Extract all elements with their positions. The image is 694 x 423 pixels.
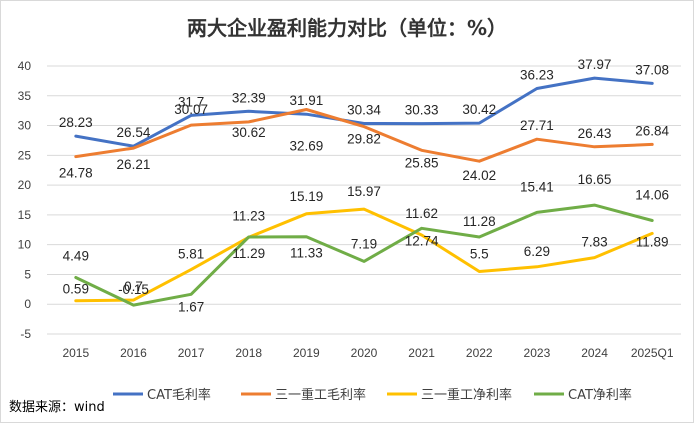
x-axis: 2015 2016 2017 2018 2019 2020 2021 2022 2023 2024… xyxy=(62,346,673,360)
y-tick-label: 25 xyxy=(18,148,32,162)
data-label: 26.21 xyxy=(117,157,151,172)
y-tick-label: 0 xyxy=(24,297,31,311)
data-label: 24.02 xyxy=(462,168,496,183)
data-label: 31.7 xyxy=(178,94,204,109)
y-axis: -5 0 5 10 15 20 25 30 35 40 xyxy=(18,59,32,341)
data-label: 32.39 xyxy=(232,90,266,105)
data-label: 0.7 xyxy=(124,279,143,294)
x-tick-label: 2015 xyxy=(62,346,89,360)
data-label: 37.97 xyxy=(578,57,612,72)
data-label: 11.23 xyxy=(232,208,265,223)
series-line xyxy=(74,207,654,303)
data-label: 6.29 xyxy=(524,244,550,259)
data-label: 28.23 xyxy=(59,115,93,130)
data-label: 30.07 xyxy=(174,102,208,117)
x-tick-label: 2016 xyxy=(120,346,147,360)
legend-label: 三一重工毛利率 xyxy=(275,387,366,403)
data-label: 11.62 xyxy=(405,206,438,221)
y-tick-label: 5 xyxy=(24,267,31,281)
data-label: -0.15 xyxy=(118,282,149,297)
gridlines xyxy=(47,65,681,335)
data-label: 36.23 xyxy=(520,67,554,82)
y-tick-label: -5 xyxy=(20,327,31,341)
x-tick-label: 2018 xyxy=(235,346,262,360)
legend-label: 三一重工净利率 xyxy=(421,387,512,403)
x-tick-label: 2025Q1 xyxy=(631,346,674,360)
data-label: 7.19 xyxy=(351,236,377,251)
data-label: 7.83 xyxy=(581,235,607,250)
y-tick-label: 15 xyxy=(18,208,32,222)
x-tick-label: 2024 xyxy=(581,346,608,360)
data-label: 15.41 xyxy=(520,179,554,194)
series-line xyxy=(74,203,654,307)
data-label: 37.08 xyxy=(635,62,669,77)
x-tick-label: 2023 xyxy=(524,346,551,360)
y-tick-label: 30 xyxy=(18,119,32,133)
series-line xyxy=(74,108,654,163)
data-label: 30.42 xyxy=(462,102,496,117)
chart-title: 两大企业盈利能力对比（单位：%） xyxy=(187,16,507,40)
data-label: 30.33 xyxy=(405,103,439,118)
data-label: 15.97 xyxy=(347,184,381,199)
data-label: 14.06 xyxy=(635,187,669,202)
y-tick-label: 10 xyxy=(18,238,32,252)
data-label: 1.67 xyxy=(178,299,204,314)
data-label: 11.33 xyxy=(290,246,323,261)
data-label: 24.78 xyxy=(59,166,93,181)
x-tick-label: 2021 xyxy=(408,346,435,360)
data-label: 29.82 xyxy=(347,132,381,147)
y-tick-label: 40 xyxy=(18,59,32,73)
data-label: 30.62 xyxy=(232,125,266,140)
data-label: 0.59 xyxy=(63,282,89,297)
data-label: 4.49 xyxy=(63,248,89,263)
data-label: 16.65 xyxy=(578,172,612,187)
data-label: 5.81 xyxy=(178,247,204,262)
series-line xyxy=(74,76,654,148)
data-label: 27.71 xyxy=(520,118,554,133)
data-label: 5.5 xyxy=(470,246,489,261)
legend-label: CAT净利率 xyxy=(568,387,632,403)
legend: CAT毛利率 三一重工毛利率 三一重工净利率 CAT净利率 xyxy=(113,387,632,403)
data-label: 11.28 xyxy=(463,214,496,229)
data-label: 26.84 xyxy=(635,123,669,138)
source-note: 数据来源：wind xyxy=(9,400,105,415)
data-label: 12.74 xyxy=(405,233,439,248)
x-tick-label: 2019 xyxy=(293,346,320,360)
data-label: 31.91 xyxy=(289,93,323,108)
legend-label: CAT毛利率 xyxy=(147,387,211,403)
data-label: 25.85 xyxy=(405,155,439,170)
y-tick-label: 35 xyxy=(18,89,32,103)
x-tick-label: 2017 xyxy=(178,346,205,360)
data-label: 11.29 xyxy=(232,246,265,261)
x-tick-label: 2022 xyxy=(466,346,493,360)
x-tick-label: 2020 xyxy=(351,346,378,360)
data-label: 26.54 xyxy=(117,125,151,140)
y-tick-label: 20 xyxy=(18,178,32,192)
data-label: 15.19 xyxy=(289,189,323,204)
series-lines xyxy=(74,76,654,307)
data-label: 30.34 xyxy=(347,103,381,118)
data-label: 32.69 xyxy=(289,139,323,154)
data-labels: 28.23 26.54 31.7 32.39 31.91 30.34 30.33 30.42 3… xyxy=(59,57,670,314)
data-label: 11.89 xyxy=(636,234,669,249)
data-label: 26.43 xyxy=(578,126,612,141)
